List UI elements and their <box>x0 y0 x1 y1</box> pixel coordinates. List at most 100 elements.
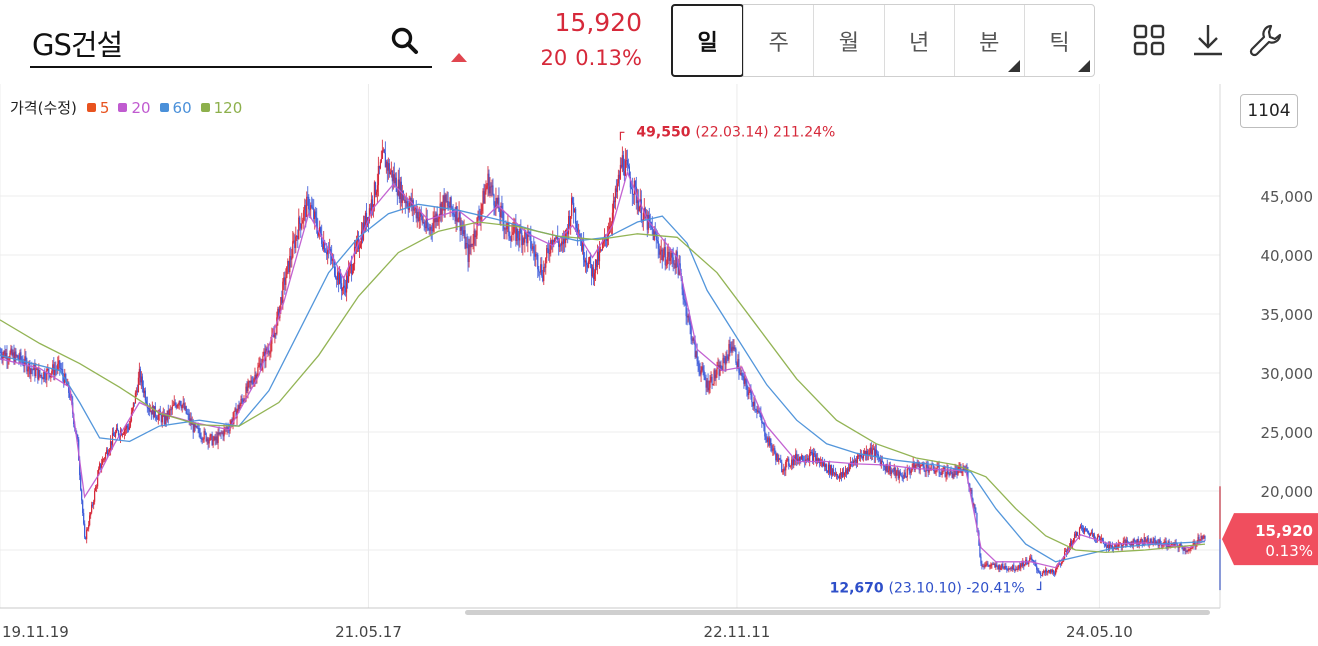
candle-body <box>932 464 934 470</box>
price-chart[interactable]: 49,550 (22.03.14) 211.24% 12,670 (23.10.1… <box>0 84 1318 646</box>
candle-body <box>216 436 218 443</box>
candle-body <box>531 248 533 250</box>
candle-body <box>184 406 186 410</box>
candle-body <box>280 297 282 306</box>
chart-scrollbar[interactable] <box>465 610 1210 615</box>
candle-body <box>663 247 665 256</box>
search-icon[interactable] <box>390 26 420 56</box>
candle-body <box>243 399 245 402</box>
candle-body <box>874 449 876 457</box>
candle-body <box>861 457 864 459</box>
candle-body <box>763 423 765 426</box>
candle-body <box>976 512 978 529</box>
candle-body <box>251 380 253 383</box>
y-tick-label: 45,000 <box>1261 188 1314 206</box>
candle-body <box>879 459 881 466</box>
candle-body <box>373 182 376 205</box>
candle-body <box>1031 557 1033 560</box>
legend-item-ma120[interactable]: 120 <box>200 99 242 117</box>
candle-body <box>847 468 850 472</box>
tab-period-0[interactable]: 일 <box>671 4 745 77</box>
candle-body <box>278 308 280 319</box>
candle-body <box>593 273 596 280</box>
candle-body <box>905 476 907 478</box>
candle-body <box>764 425 766 437</box>
tab-period-5[interactable]: 틱 <box>1023 5 1094 76</box>
candle-body <box>823 462 826 467</box>
candle-body <box>1023 561 1025 567</box>
candle-body <box>946 469 948 476</box>
legend-item-ma60[interactable]: 60 <box>159 99 192 117</box>
moving-average-5 <box>0 170 1206 569</box>
candle-body <box>591 267 594 277</box>
candle-body <box>43 371 45 380</box>
candle-body <box>845 470 848 474</box>
candle-body <box>1015 568 1017 571</box>
candle-body <box>840 472 843 478</box>
layout-grid-icon[interactable] <box>1131 22 1167 58</box>
candle-body <box>212 439 214 446</box>
candle-body <box>709 380 711 388</box>
settings-wrench-icon[interactable] <box>1248 22 1284 58</box>
tab-period-4[interactable]: 분 <box>953 5 1024 76</box>
candle-body <box>453 214 455 216</box>
candle-body <box>865 450 868 456</box>
candle-body <box>573 202 575 213</box>
tab-period-2[interactable]: 월 <box>813 5 883 76</box>
candle-body <box>144 390 146 401</box>
candle-body <box>393 174 395 184</box>
candle-body <box>860 455 863 458</box>
candle-body <box>1110 545 1112 547</box>
candle-body <box>818 458 820 463</box>
tab-period-3[interactable]: 년 <box>883 5 954 76</box>
candle-body <box>930 463 932 471</box>
candle-body <box>674 263 676 269</box>
candle-body <box>455 206 457 222</box>
legend-item-ma20[interactable]: 20 <box>118 99 151 117</box>
candle-body <box>521 232 523 246</box>
candle-body <box>551 240 553 245</box>
candle-body <box>789 465 791 467</box>
candle-body <box>11 348 13 356</box>
candle-body <box>998 564 1000 570</box>
candle-body <box>345 275 348 293</box>
legend-item-ma5[interactable]: 5 <box>86 99 109 117</box>
candle-body <box>995 564 997 568</box>
candle-body <box>727 356 729 360</box>
candle-body <box>668 251 670 261</box>
candle-body <box>951 471 953 478</box>
stock-search-box[interactable]: GS건설 <box>30 14 432 68</box>
download-icon[interactable] <box>1190 22 1226 58</box>
candle-body <box>1133 539 1135 542</box>
candle-body <box>1017 568 1019 570</box>
candle-body <box>387 163 389 171</box>
candle-body <box>952 473 954 478</box>
candle-body <box>917 461 919 466</box>
candle-body <box>887 470 889 473</box>
candle-body <box>352 264 355 271</box>
candle-body <box>1125 539 1127 546</box>
candle-body <box>350 263 353 274</box>
candle-body <box>759 412 761 414</box>
candle-body <box>862 454 865 459</box>
candle-body <box>1060 562 1063 565</box>
candle-body <box>58 360 60 364</box>
candle-body <box>54 369 56 375</box>
candle-body <box>89 515 91 526</box>
candle-body <box>214 436 216 441</box>
candle-body <box>429 226 431 231</box>
candle-body <box>816 458 818 462</box>
candle-body <box>249 381 251 383</box>
tab-period-1[interactable]: 주 <box>743 5 813 76</box>
candle-body <box>213 436 215 440</box>
candle-body <box>1051 570 1053 573</box>
candle-body <box>102 458 105 460</box>
candle-body <box>795 453 797 462</box>
data-count-box[interactable]: 1104 <box>1240 94 1298 128</box>
candle-body <box>1073 534 1076 539</box>
candle-body <box>478 214 480 218</box>
candle-body <box>990 565 992 567</box>
candle-body <box>1002 563 1004 567</box>
candle-body <box>1169 546 1171 548</box>
candle-body <box>1079 526 1082 529</box>
